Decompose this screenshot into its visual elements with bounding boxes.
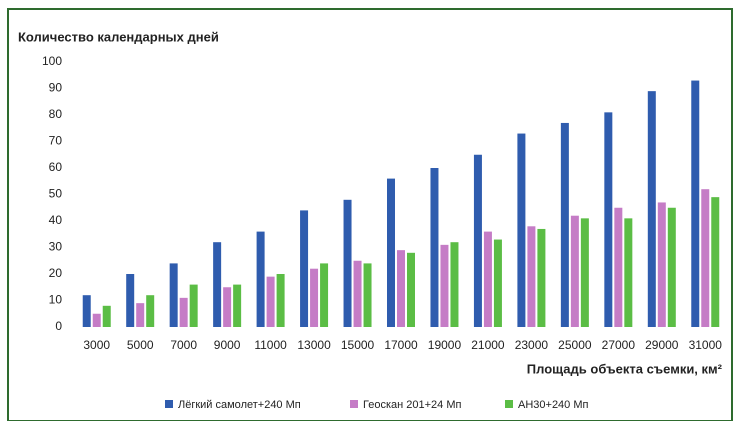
y-tick-label: 0	[55, 319, 62, 333]
bar	[92, 313, 101, 327]
bar	[711, 197, 720, 327]
bar	[343, 199, 352, 327]
y-tick-label: 10	[49, 293, 63, 307]
x-axis-label: Площадь объекта съемки, км²	[527, 361, 723, 376]
bar	[300, 210, 309, 327]
bar	[657, 202, 666, 327]
legend-label: Геоскан 201+24 Мп	[363, 399, 461, 411]
bar	[189, 284, 198, 327]
bar	[647, 91, 656, 328]
bar	[353, 260, 362, 327]
legend-label: Лёгкий самолет+240 Мп	[178, 399, 301, 411]
bar	[527, 226, 536, 327]
bar	[570, 215, 579, 327]
x-tick-label: 21000	[471, 338, 505, 352]
frame	[7, 8, 733, 421]
bar	[126, 274, 135, 327]
bar	[213, 242, 222, 327]
chart-title: Количество календарных дней	[18, 29, 219, 44]
legend-swatch	[165, 400, 173, 408]
y-tick-label: 70	[49, 134, 63, 148]
bar	[397, 250, 405, 327]
legend-label: АН30+240 Мп	[518, 399, 589, 411]
bar	[256, 231, 265, 327]
bar	[363, 263, 372, 327]
bar	[473, 154, 482, 327]
x-tick-label: 17000	[384, 338, 418, 352]
x-tick-label: 31000	[689, 338, 723, 352]
bar	[614, 207, 623, 327]
bar	[430, 168, 439, 327]
x-tick-label: 11000	[254, 338, 287, 352]
bar	[82, 295, 91, 327]
bar	[407, 252, 415, 327]
bar	[102, 305, 111, 327]
bar	[580, 218, 589, 327]
x-tick-label: 5000	[127, 338, 154, 352]
y-tick-label: 40	[49, 213, 63, 227]
x-tick-label: 25000	[558, 338, 592, 352]
bar	[233, 284, 242, 327]
y-tick-label: 20	[49, 266, 63, 280]
x-tick-label: 15000	[341, 338, 375, 352]
bar	[320, 263, 329, 327]
x-tick-label: 7000	[170, 338, 197, 352]
bar	[537, 228, 546, 327]
bar	[136, 303, 145, 327]
bar	[276, 274, 285, 327]
legend-swatch	[505, 400, 513, 408]
bar	[266, 276, 275, 327]
y-tick-label: 100	[42, 54, 62, 68]
y-tick-label: 60	[49, 160, 63, 174]
x-tick-label: 9000	[214, 338, 241, 352]
y-tick-label: 30	[49, 240, 63, 254]
bar	[223, 287, 232, 327]
bar	[146, 295, 155, 327]
bar	[450, 242, 459, 327]
bar	[440, 244, 449, 327]
bar	[560, 122, 569, 327]
bar	[691, 80, 700, 327]
x-tick-label: 29000	[645, 338, 679, 352]
bar	[667, 207, 676, 327]
bar	[604, 112, 613, 327]
x-tick-label: 27000	[602, 338, 636, 352]
bar	[483, 231, 492, 327]
y-tick-label: 80	[49, 107, 63, 121]
y-tick-label: 50	[49, 187, 63, 201]
bar	[179, 297, 188, 327]
x-tick-label: 23000	[515, 338, 549, 352]
x-tick-label: 3000	[83, 338, 110, 352]
bar	[387, 178, 395, 327]
bar	[310, 268, 319, 327]
y-tick-label: 90	[49, 81, 63, 95]
bar	[624, 218, 633, 327]
bar	[169, 263, 178, 327]
bar	[517, 133, 526, 327]
legend-swatch	[350, 400, 358, 408]
bar	[701, 189, 710, 327]
x-tick-label: 19000	[428, 338, 462, 352]
bar	[493, 239, 502, 327]
x-tick-label: 13000	[297, 338, 331, 352]
